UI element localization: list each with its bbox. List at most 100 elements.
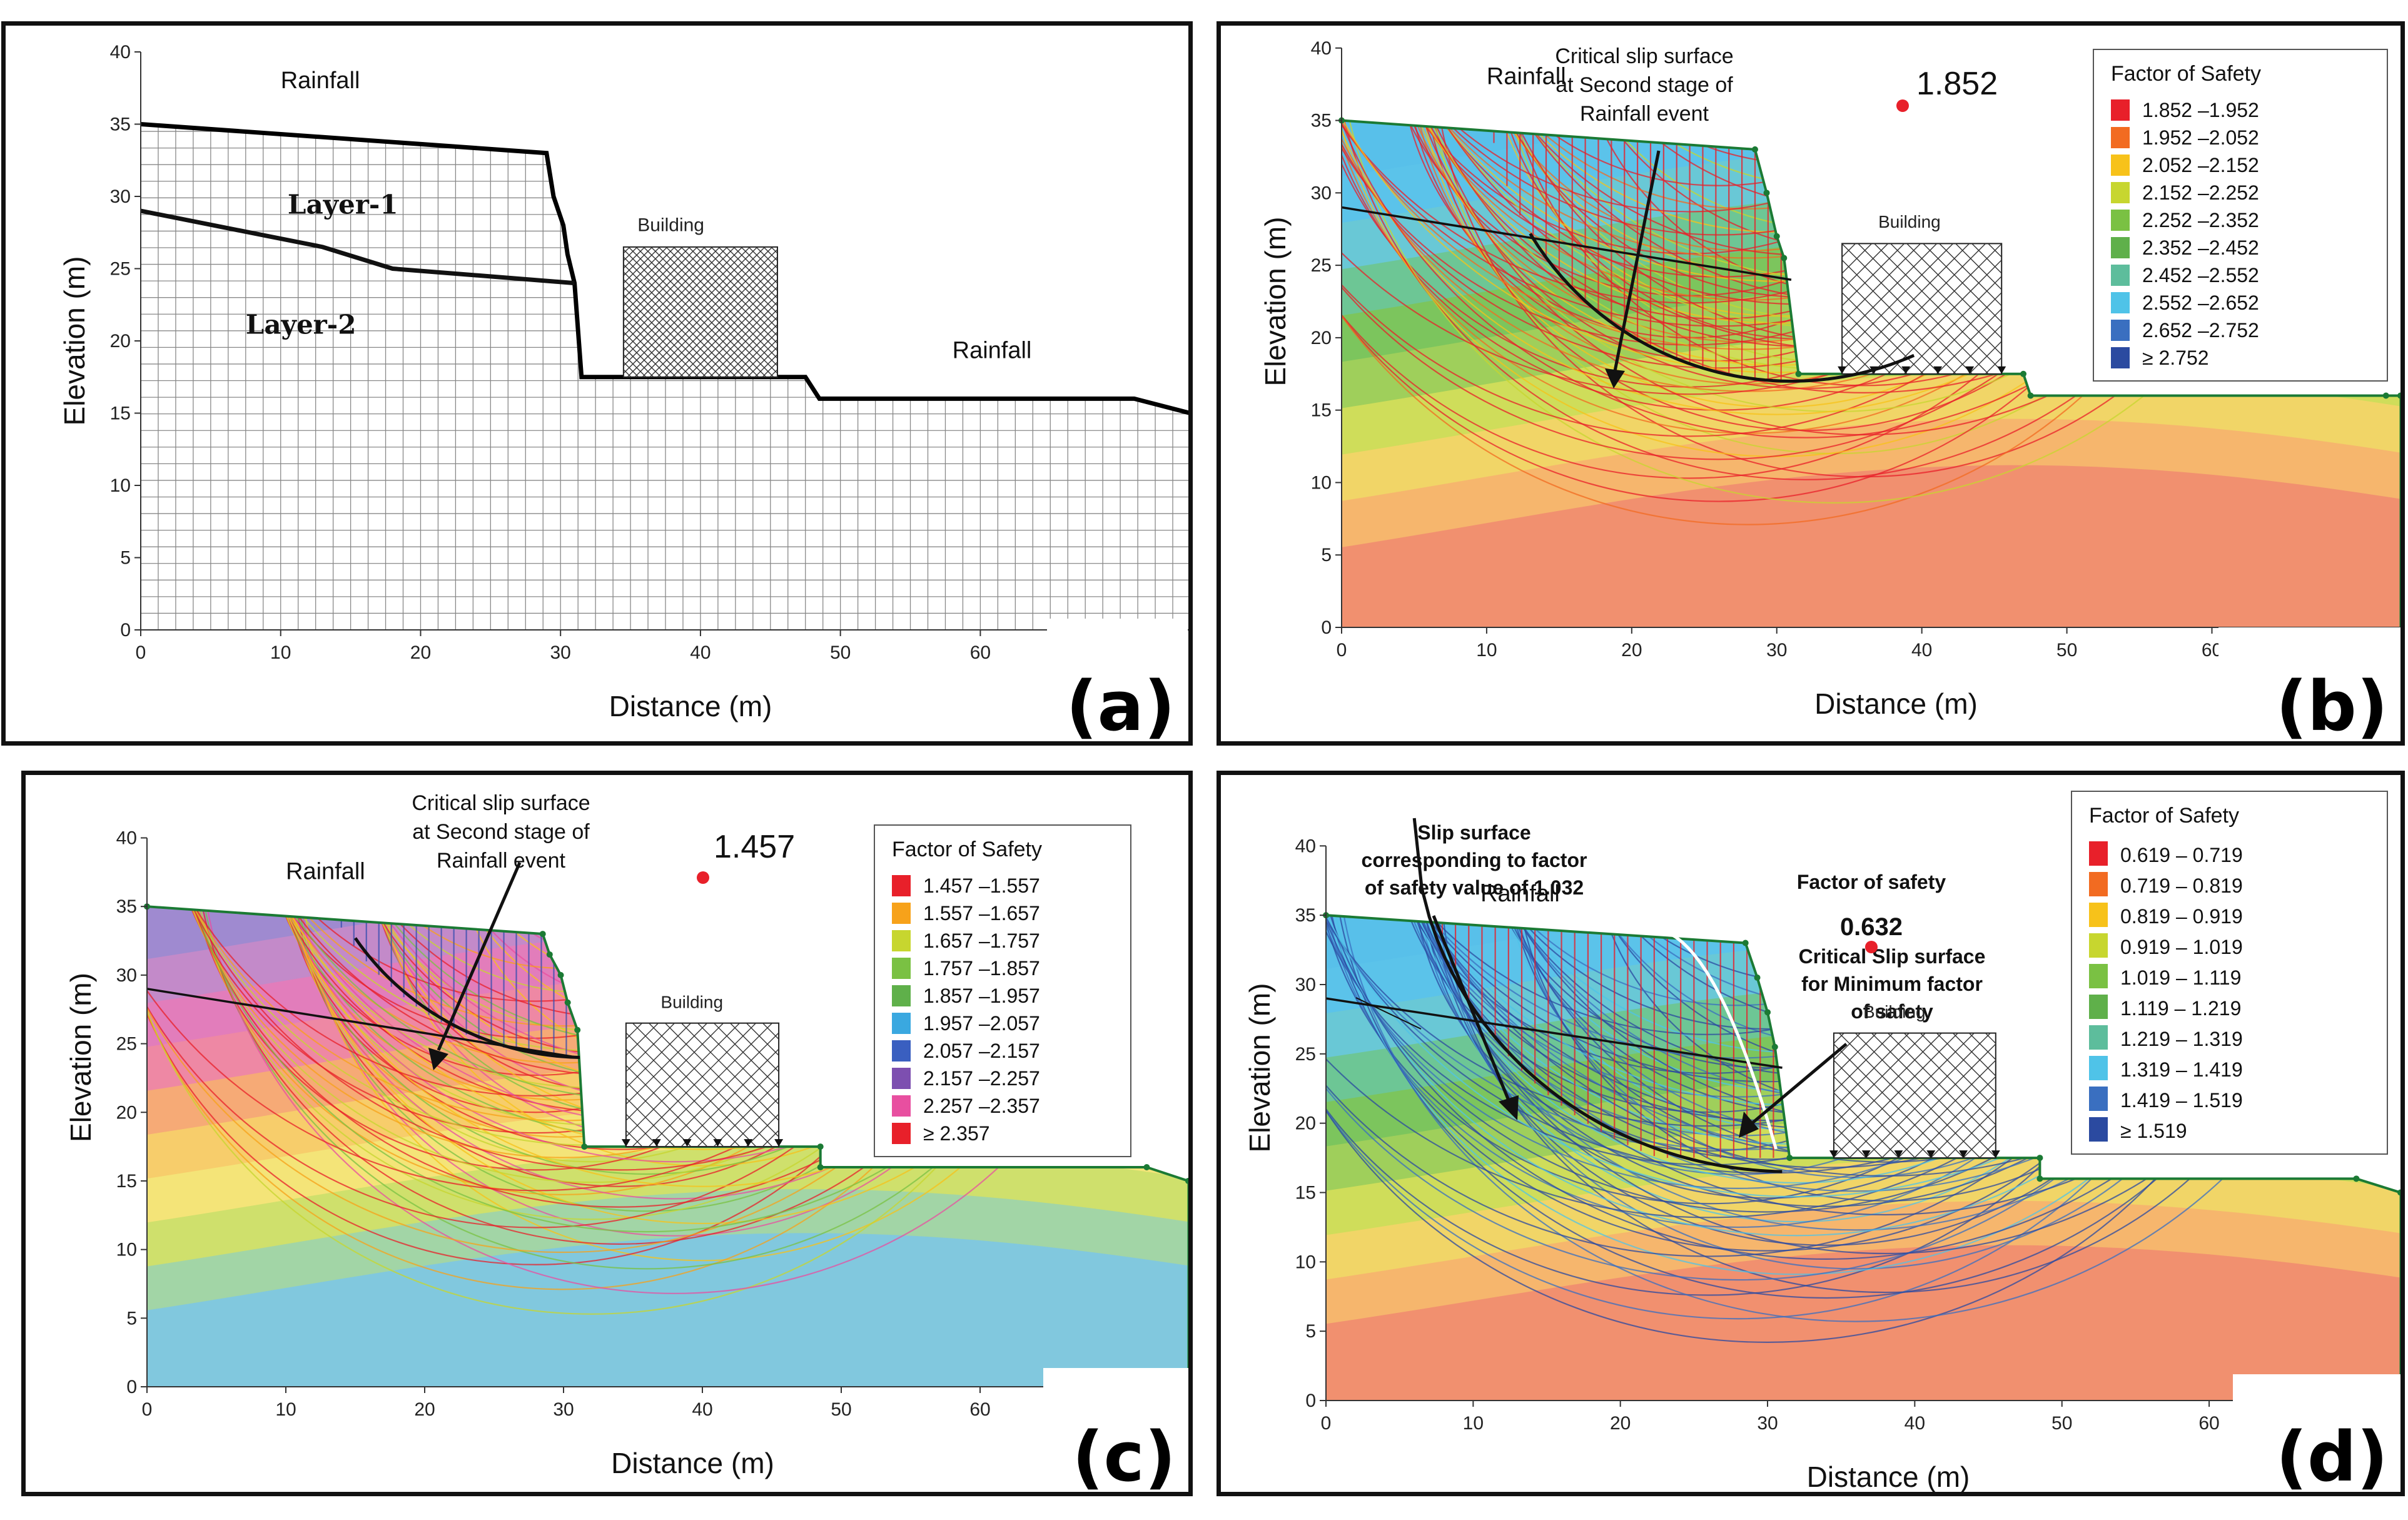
panel-b-hatch-line xyxy=(1858,243,1989,375)
panel-c-slip-arc xyxy=(271,906,1023,1175)
panel-c-slip-arc xyxy=(147,906,1040,1254)
panel-c-profile-node xyxy=(817,1143,824,1150)
panel-b-fos-point xyxy=(1896,99,1909,112)
panel-b-legend-swatch xyxy=(2111,265,2130,286)
panel-b-x-tick-label: 30 xyxy=(1766,640,1787,661)
panel-b-load-arrow xyxy=(1965,366,1975,374)
panel-d-annotation-left-line: corresponding to factor xyxy=(1362,849,1587,871)
panel-d-hatch-line xyxy=(1838,1033,1965,1158)
panel-d-y-tick-label: 25 xyxy=(1295,1044,1316,1065)
panel-d-slip-arc xyxy=(1326,915,2179,1296)
panel-b-slip-arc xyxy=(1428,120,2242,455)
panel-b-slip-arc xyxy=(1342,120,2218,460)
panel-c-legend-swatch xyxy=(892,903,911,924)
panel-d-slip-arc xyxy=(1326,915,2104,1205)
panel-b-legend-swatch xyxy=(2111,127,2130,148)
panel-c-slip-arc xyxy=(199,906,1150,1294)
panel-d-load-arrow xyxy=(1894,1150,1903,1158)
panel-c-hatch-line xyxy=(746,1023,779,1056)
panel-b-legend-label: 1.852 –1.952 xyxy=(2142,99,2259,121)
panel-b-rainfall-label: Rainfall xyxy=(1487,64,1566,90)
panel-a-hatch-line xyxy=(623,246,721,344)
panel-c-legend-label: 2.257 –2.357 xyxy=(923,1095,1040,1117)
panel-d-slip-arc xyxy=(1326,915,2208,1150)
panel-a-hatch-line xyxy=(635,246,767,378)
panel-b-y-tick-label: 15 xyxy=(1311,400,1332,421)
panel-b-slip-arc xyxy=(1342,120,2126,411)
panel-c-legend-swatch xyxy=(892,1040,911,1061)
panel-c-label-box xyxy=(1043,1368,1188,1492)
panel-d-label-box xyxy=(2233,1374,2400,1492)
panel-c-rainfall-label: Rainfall xyxy=(286,858,365,884)
panel-b-y-tick-label: 0 xyxy=(1321,617,1332,638)
panel-c-legend-box xyxy=(874,824,1131,1157)
panel-a-hatch-line xyxy=(672,271,778,378)
panel-c-legend-swatch xyxy=(892,1095,911,1117)
panel-b-hatch-line xyxy=(1955,243,2002,290)
panel-d-annotation-right-arrow xyxy=(1751,1043,1848,1124)
panel-a-x-tick-label: 30 xyxy=(550,642,571,663)
panel-d-annotation-left-arrowhead xyxy=(1499,1095,1519,1120)
panel-a-hatch-line xyxy=(623,256,744,378)
panel-a-hatch-line xyxy=(623,246,653,276)
panel-d-slip-arc xyxy=(1415,915,2356,1255)
panel-d-hatch-line xyxy=(1871,1033,1996,1158)
panel-c-slip-arc xyxy=(185,906,887,1171)
panel-c-slip-arc xyxy=(168,906,1070,1208)
panel-a-hatch-line xyxy=(623,246,683,307)
panel-c-hatch-line xyxy=(713,1023,779,1088)
panel-b-legend-swatch xyxy=(2111,347,2130,368)
panel-d-legend-swatch xyxy=(2089,841,2108,866)
panel-d-y-tick-label: 20 xyxy=(1295,1113,1316,1134)
panel-b-fos-value: 1.852 xyxy=(1916,66,1998,102)
panel-c-hatch-line xyxy=(664,1032,779,1147)
panel-d-x-tick-label: 10 xyxy=(1463,1413,1484,1434)
panel-b-hatch-line xyxy=(1841,243,1973,375)
panel-d-slip-arc xyxy=(1472,915,2063,1069)
panel-b-legend-swatch xyxy=(2111,182,2130,203)
panel-a-hatch-line xyxy=(623,246,638,261)
panel-a-hatch-line xyxy=(739,339,778,378)
panel-b-profile-node xyxy=(1781,255,1788,261)
panel-c-legend-swatch xyxy=(892,1123,911,1144)
panel-c-hatch-line xyxy=(625,1048,724,1147)
panel-c-legend-swatch xyxy=(892,930,911,951)
panel-b-annotation-line: Rainfall event xyxy=(1580,102,1709,126)
panel-b-hatch-line xyxy=(1841,276,1940,375)
panel-d-slip-arc xyxy=(1326,915,2259,1281)
panel-c-legend-swatch xyxy=(892,875,911,896)
panel-c-building-box xyxy=(625,1022,780,1148)
panel-d-legend-label: 1.119 – 1.219 xyxy=(2120,997,2241,1020)
panel-d-building-box xyxy=(1833,1032,1996,1159)
panel-d-legend-box xyxy=(2071,791,2388,1155)
panel-b-hatch-line xyxy=(1971,243,2002,274)
panel-d-ground-surface xyxy=(1325,914,2400,1194)
panel-c-legend-label: ≥ 2.357 xyxy=(923,1122,990,1145)
panel-b-hatch-line xyxy=(1874,243,2002,372)
panel-d-hatch-line xyxy=(1979,1141,1996,1158)
panel-c-legend-label: 1.657 –1.757 xyxy=(923,930,1040,952)
panel-d-hatch-line xyxy=(1833,1033,1910,1109)
panel-b-y-tick-label: 35 xyxy=(1311,111,1332,131)
panel-c-hatch-line xyxy=(625,1023,692,1088)
panel-c-slip-arc xyxy=(147,906,986,1229)
panel-a-hatch-line xyxy=(623,362,639,378)
panel-c-hatch-line xyxy=(746,1113,779,1147)
panel-d-legend-title: Factor of Safety xyxy=(2089,804,2239,828)
panel-d-legend-swatch xyxy=(2089,872,2108,896)
panel-b-legend-swatch xyxy=(2111,99,2130,121)
panel-a-hatch-line xyxy=(733,246,778,291)
panel-d-legend-label: 0.719 – 0.819 xyxy=(2120,874,2243,897)
panel-d-annotation-right-line: Critical Slip surface xyxy=(1799,945,1986,968)
panel-a-hatch-line xyxy=(623,309,692,378)
panel-a-y-tick-label: 0 xyxy=(120,620,131,641)
panel-b-legend-label: 2.252 –2.352 xyxy=(2142,209,2259,231)
panel-b-panel-label: (b) xyxy=(2276,666,2388,741)
panel-b-legend-swatch xyxy=(2111,292,2130,313)
panel-c-legend-label: 1.957 –2.057 xyxy=(923,1012,1040,1035)
panel-d-hatch-line xyxy=(1898,1060,1996,1158)
panel-b-slip-arc xyxy=(1342,120,2167,437)
panel-d-slip-arc xyxy=(1326,915,2263,1174)
panel-b-legend-label: 2.652 –2.752 xyxy=(2142,319,2259,342)
panel-b-slip-arc xyxy=(1342,120,2190,395)
